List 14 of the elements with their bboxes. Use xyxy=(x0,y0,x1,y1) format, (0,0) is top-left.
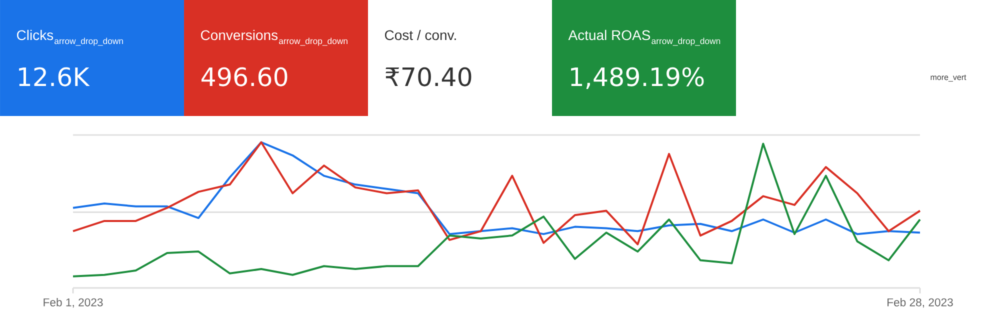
text: 12.6K xyxy=(19,67,90,86)
category-label: Cost / conv. xyxy=(384,30,456,40)
category-label: Actual ROAS xyxy=(568,30,650,40)
text: arrow_drop_down xyxy=(279,38,348,46)
text: arrow_drop_down xyxy=(652,38,720,46)
x-tick-label: Feb 1, 2023 xyxy=(44,298,103,308)
text: ₹70.40 xyxy=(386,67,472,86)
category-label: Conversions xyxy=(200,30,278,40)
x-tick-label: Feb 28, 2023 xyxy=(888,298,953,308)
text: 1,489.19% xyxy=(571,67,704,89)
text: 496.60 xyxy=(202,67,288,86)
text: more_vert xyxy=(930,74,966,82)
text: arrow_drop_down xyxy=(54,38,123,46)
category-label: Clicks xyxy=(17,30,54,40)
